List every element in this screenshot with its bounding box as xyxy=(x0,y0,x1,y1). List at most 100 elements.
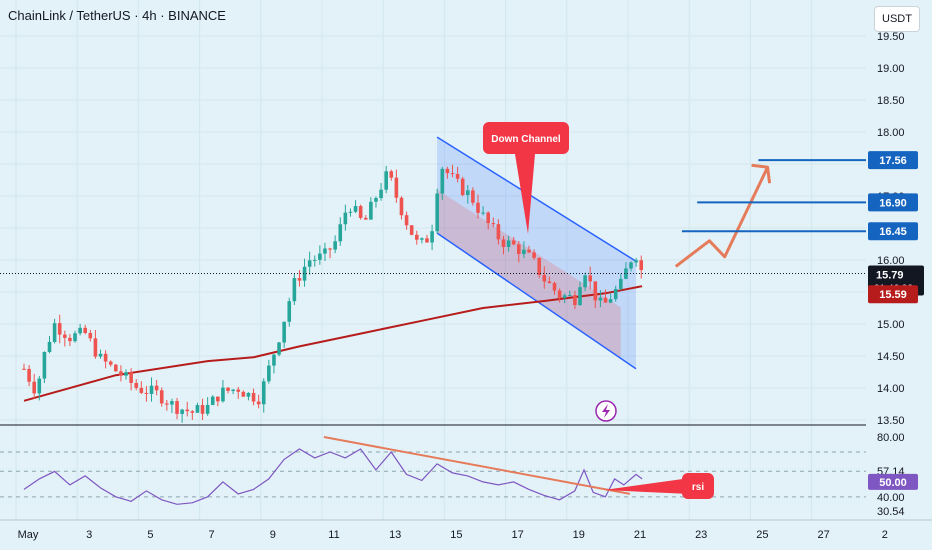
candle-body xyxy=(124,372,128,376)
candle-body xyxy=(251,392,256,402)
time-tick-label: May xyxy=(18,529,39,541)
candle-body xyxy=(302,266,307,281)
candle-body xyxy=(185,409,190,412)
candle-body xyxy=(27,368,31,382)
candle-body xyxy=(78,327,82,334)
candle-body xyxy=(205,404,210,414)
time-tick-label: 19 xyxy=(573,529,585,541)
lightning-icon[interactable] xyxy=(595,400,617,422)
candle-body xyxy=(149,385,154,394)
price-tick-label: 16.00 xyxy=(877,255,905,267)
candle-body xyxy=(425,238,429,243)
candle-body xyxy=(216,396,220,402)
candle-body xyxy=(57,323,62,335)
candle-body xyxy=(236,389,241,392)
candle-body xyxy=(440,168,445,194)
candle-body xyxy=(88,332,93,339)
candle-body xyxy=(532,252,536,258)
time-tick-label: 27 xyxy=(817,529,829,541)
candle-body xyxy=(103,353,108,362)
candle-body xyxy=(420,238,424,240)
candle-body xyxy=(471,190,475,203)
candle-body xyxy=(175,401,179,414)
candle-body xyxy=(465,190,470,196)
currency-button[interactable]: USDT xyxy=(874,6,920,32)
time-axis-bg xyxy=(0,520,932,550)
candle-body xyxy=(552,283,557,291)
down-channel-callout: Down Channel xyxy=(483,122,569,234)
price-tick-label: 15.00 xyxy=(877,319,905,331)
target-tag xyxy=(868,222,918,241)
price-tick-label: 19.50 xyxy=(877,31,905,43)
candle-body xyxy=(190,411,195,413)
candle-body xyxy=(578,287,582,306)
target-tag-label: 16.45 xyxy=(879,226,907,238)
rsi-callout-pointer xyxy=(604,478,690,494)
candle-body xyxy=(598,297,603,301)
candle-body xyxy=(557,290,562,298)
time-tick-label: 15 xyxy=(450,529,462,541)
candle-body xyxy=(165,403,169,405)
rsi-value-tag xyxy=(868,473,918,490)
time-axis[interactable]: May 3 5 7 9 11 13 15 17 19 21 23 25 27 2 xyxy=(0,519,932,550)
candle-body xyxy=(98,353,103,357)
candle-body xyxy=(333,241,337,250)
target-lines xyxy=(681,159,866,233)
candle-body xyxy=(159,390,164,404)
time-tick-label: 9 xyxy=(270,529,276,541)
rsi-trendline xyxy=(323,436,631,495)
candle-body xyxy=(573,295,577,306)
projection-line xyxy=(674,166,769,268)
candle-body xyxy=(445,168,450,174)
candle-body xyxy=(134,382,139,388)
rsi-line xyxy=(23,448,643,505)
candle-body xyxy=(93,338,98,357)
callout-label: Down Channel xyxy=(491,134,561,145)
time-tick-label: 13 xyxy=(389,529,401,541)
projection-arrowhead xyxy=(751,163,772,184)
ma-tag xyxy=(868,285,918,304)
candle-body xyxy=(460,178,465,196)
candle-body xyxy=(603,297,608,303)
candle-body xyxy=(363,217,368,220)
candle-body xyxy=(568,295,572,297)
candle-body xyxy=(547,281,552,284)
candle-body xyxy=(246,392,251,397)
candle-body xyxy=(491,223,496,225)
projection-arrow xyxy=(674,163,772,268)
candle-body xyxy=(379,189,383,199)
candle-body xyxy=(119,371,123,376)
candle-body xyxy=(139,387,144,393)
candle-body xyxy=(277,342,281,355)
candle-body xyxy=(404,215,409,226)
candle-body xyxy=(83,327,88,333)
channel-lower-fill xyxy=(437,189,621,359)
price-tick-label: 19.00 xyxy=(877,63,905,75)
candle-body xyxy=(522,249,526,255)
time-tick-label: 2 xyxy=(882,529,888,541)
candle-body xyxy=(613,288,618,300)
callout-box xyxy=(483,122,569,154)
price-tick-label: 14.50 xyxy=(877,351,905,363)
candle-body xyxy=(144,392,149,394)
candle-body xyxy=(501,239,506,247)
ma-tag-label: 15.59 xyxy=(879,289,907,301)
candle-body xyxy=(195,405,200,413)
price-tick-label: 14.00 xyxy=(877,383,905,395)
chart-title: ChainLink / TetherUS · 4h · BINANCE xyxy=(8,8,226,23)
grid xyxy=(0,0,874,520)
price-tick-label: 18.00 xyxy=(877,127,905,139)
candle-body xyxy=(619,278,623,289)
candle-body xyxy=(63,334,67,338)
candle-body xyxy=(52,323,57,342)
candle-body xyxy=(496,224,501,240)
price-tick-label: 18.50 xyxy=(877,95,905,107)
price-axis[interactable]: 13.5014.0014.5015.0015.5016.0016.5017.00… xyxy=(866,0,932,520)
candle-body xyxy=(629,262,633,269)
candle-body xyxy=(129,372,133,383)
candle-body xyxy=(486,212,490,224)
down-channel xyxy=(436,136,637,370)
candle-body xyxy=(210,396,215,405)
candle-body xyxy=(542,274,547,282)
